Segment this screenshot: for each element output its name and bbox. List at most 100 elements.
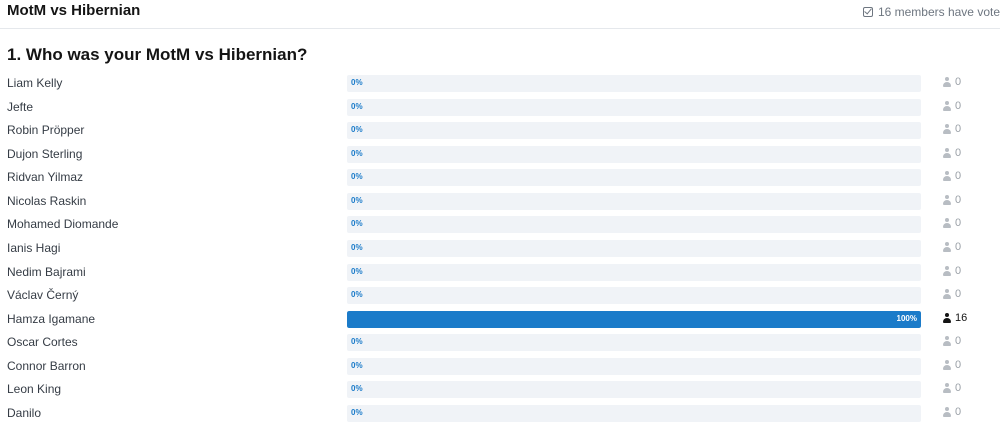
choice-name: Nicolas Raskin [7,194,87,208]
vote-count-value: 0 [955,100,962,112]
user-icon [943,195,951,205]
vote-count-value: 0 [955,123,962,135]
vote-count[interactable]: 0 [943,265,961,277]
choice-name: Václav Černý [7,288,79,302]
vote-count-value: 0 [955,217,962,229]
percent-label: 0% [351,149,363,158]
choice-name: Nedim Bajrami [7,265,86,279]
percent-label: 100% [896,314,917,323]
poll-title: MotM vs Hibernian [7,2,141,19]
percent-label: 0% [351,125,363,134]
user-icon [943,289,951,299]
vote-count-value: 0 [955,382,962,394]
choice-name: Ridvan Yilmaz [7,170,84,184]
result-bar: 0% [347,75,921,92]
percent-label: 0% [351,102,363,111]
choice-name: Mohamed Diomande [7,217,119,231]
user-icon [943,124,951,134]
vote-count-value: 0 [955,147,962,159]
result-bar: 0% [347,358,921,375]
choice-row: Mohamed Diomande 0% 0 [0,216,1000,233]
user-icon [943,336,951,346]
choice-row: Dujon Sterling 0% 0 [0,146,1000,163]
vote-count[interactable]: 0 [943,194,961,206]
user-icon [943,313,951,323]
voters-count: 16 members have vote [862,5,1000,19]
result-bar: 0% [347,334,921,351]
choice-row: Leon King 0% 0 [0,381,1000,398]
vote-count-value: 0 [955,406,962,418]
result-bar-fill [347,311,921,328]
percent-label: 0% [351,78,363,87]
choice-name: Hamza Igamane [7,312,96,326]
vote-count-value: 0 [955,359,962,371]
choice-name: Robin Pröpper [7,123,85,137]
user-icon [943,242,951,252]
vote-count[interactable]: 0 [943,359,961,371]
poll-header: MotM vs Hibernian 16 members have vote [0,0,1000,29]
vote-count[interactable]: 0 [943,147,961,159]
choice-row: Nedim Bajrami 0% 0 [0,264,1000,281]
result-bar: 0% [347,169,921,186]
choice-name: Ianis Hagi [7,241,61,255]
question-title: 1. Who was your MotM vs Hibernian? [7,45,308,64]
user-icon [943,77,951,87]
percent-label: 0% [351,243,363,252]
result-bar: 0% [347,99,921,116]
percent-label: 0% [351,172,363,181]
user-icon [943,383,951,393]
vote-count[interactable]: 0 [943,406,961,418]
choice-row: Ianis Hagi 0% 0 [0,240,1000,257]
choice-row: Hamza Igamane 100% 16 [0,311,1000,328]
vote-count[interactable]: 16 [943,312,967,324]
vote-count[interactable]: 0 [943,241,961,253]
vote-count-value: 16 [955,312,968,324]
result-bar: 0% [347,216,921,233]
vote-count[interactable]: 0 [943,288,961,300]
percent-label: 0% [351,196,363,205]
user-icon [943,171,951,181]
choice-row: Connor Barron 0% 0 [0,358,1000,375]
vote-count-value: 0 [955,194,962,206]
vote-count-value: 0 [955,170,962,182]
choice-name: Oscar Cortes [7,335,78,349]
user-icon [943,148,951,158]
result-bar: 100% [347,311,921,328]
voters-text: 16 members have vote [877,5,1000,19]
vote-count[interactable]: 0 [943,76,961,88]
vote-count-value: 0 [955,288,962,300]
result-bar: 0% [347,381,921,398]
percent-label: 0% [351,337,363,346]
user-icon [943,407,951,417]
vote-count[interactable]: 0 [943,335,961,347]
vote-count[interactable]: 0 [943,170,961,182]
user-icon [943,266,951,276]
vote-count-value: 0 [955,241,962,253]
vote-count[interactable]: 0 [943,100,961,112]
vote-count[interactable]: 0 [943,123,961,135]
choice-name: Liam Kelly [7,76,63,90]
result-bar: 0% [347,264,921,281]
choice-name: Connor Barron [7,359,86,373]
vote-count-value: 0 [955,76,962,88]
choice-row: Liam Kelly 0% 0 [0,75,1000,92]
choice-name: Danilo [7,406,42,420]
percent-label: 0% [351,219,363,228]
result-bar: 0% [347,122,921,139]
user-icon [943,360,951,370]
choice-row: Ridvan Yilmaz 0% 0 [0,169,1000,186]
choice-row: Nicolas Raskin 0% 0 [0,193,1000,210]
percent-label: 0% [351,408,363,417]
user-icon [943,101,951,111]
percent-label: 0% [351,267,363,276]
choice-name: Leon King [7,382,62,396]
choice-name: Jefte [7,100,34,114]
result-bar: 0% [347,240,921,257]
user-icon [943,218,951,228]
vote-count-value: 0 [955,265,962,277]
vote-count[interactable]: 0 [943,382,961,394]
choice-name: Dujon Sterling [7,147,83,161]
check-square-icon [862,7,873,17]
vote-count[interactable]: 0 [943,217,961,229]
choice-row: Václav Černý 0% 0 [0,287,1000,304]
